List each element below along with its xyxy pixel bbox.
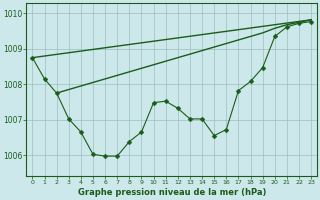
X-axis label: Graphe pression niveau de la mer (hPa): Graphe pression niveau de la mer (hPa) <box>77 188 266 197</box>
